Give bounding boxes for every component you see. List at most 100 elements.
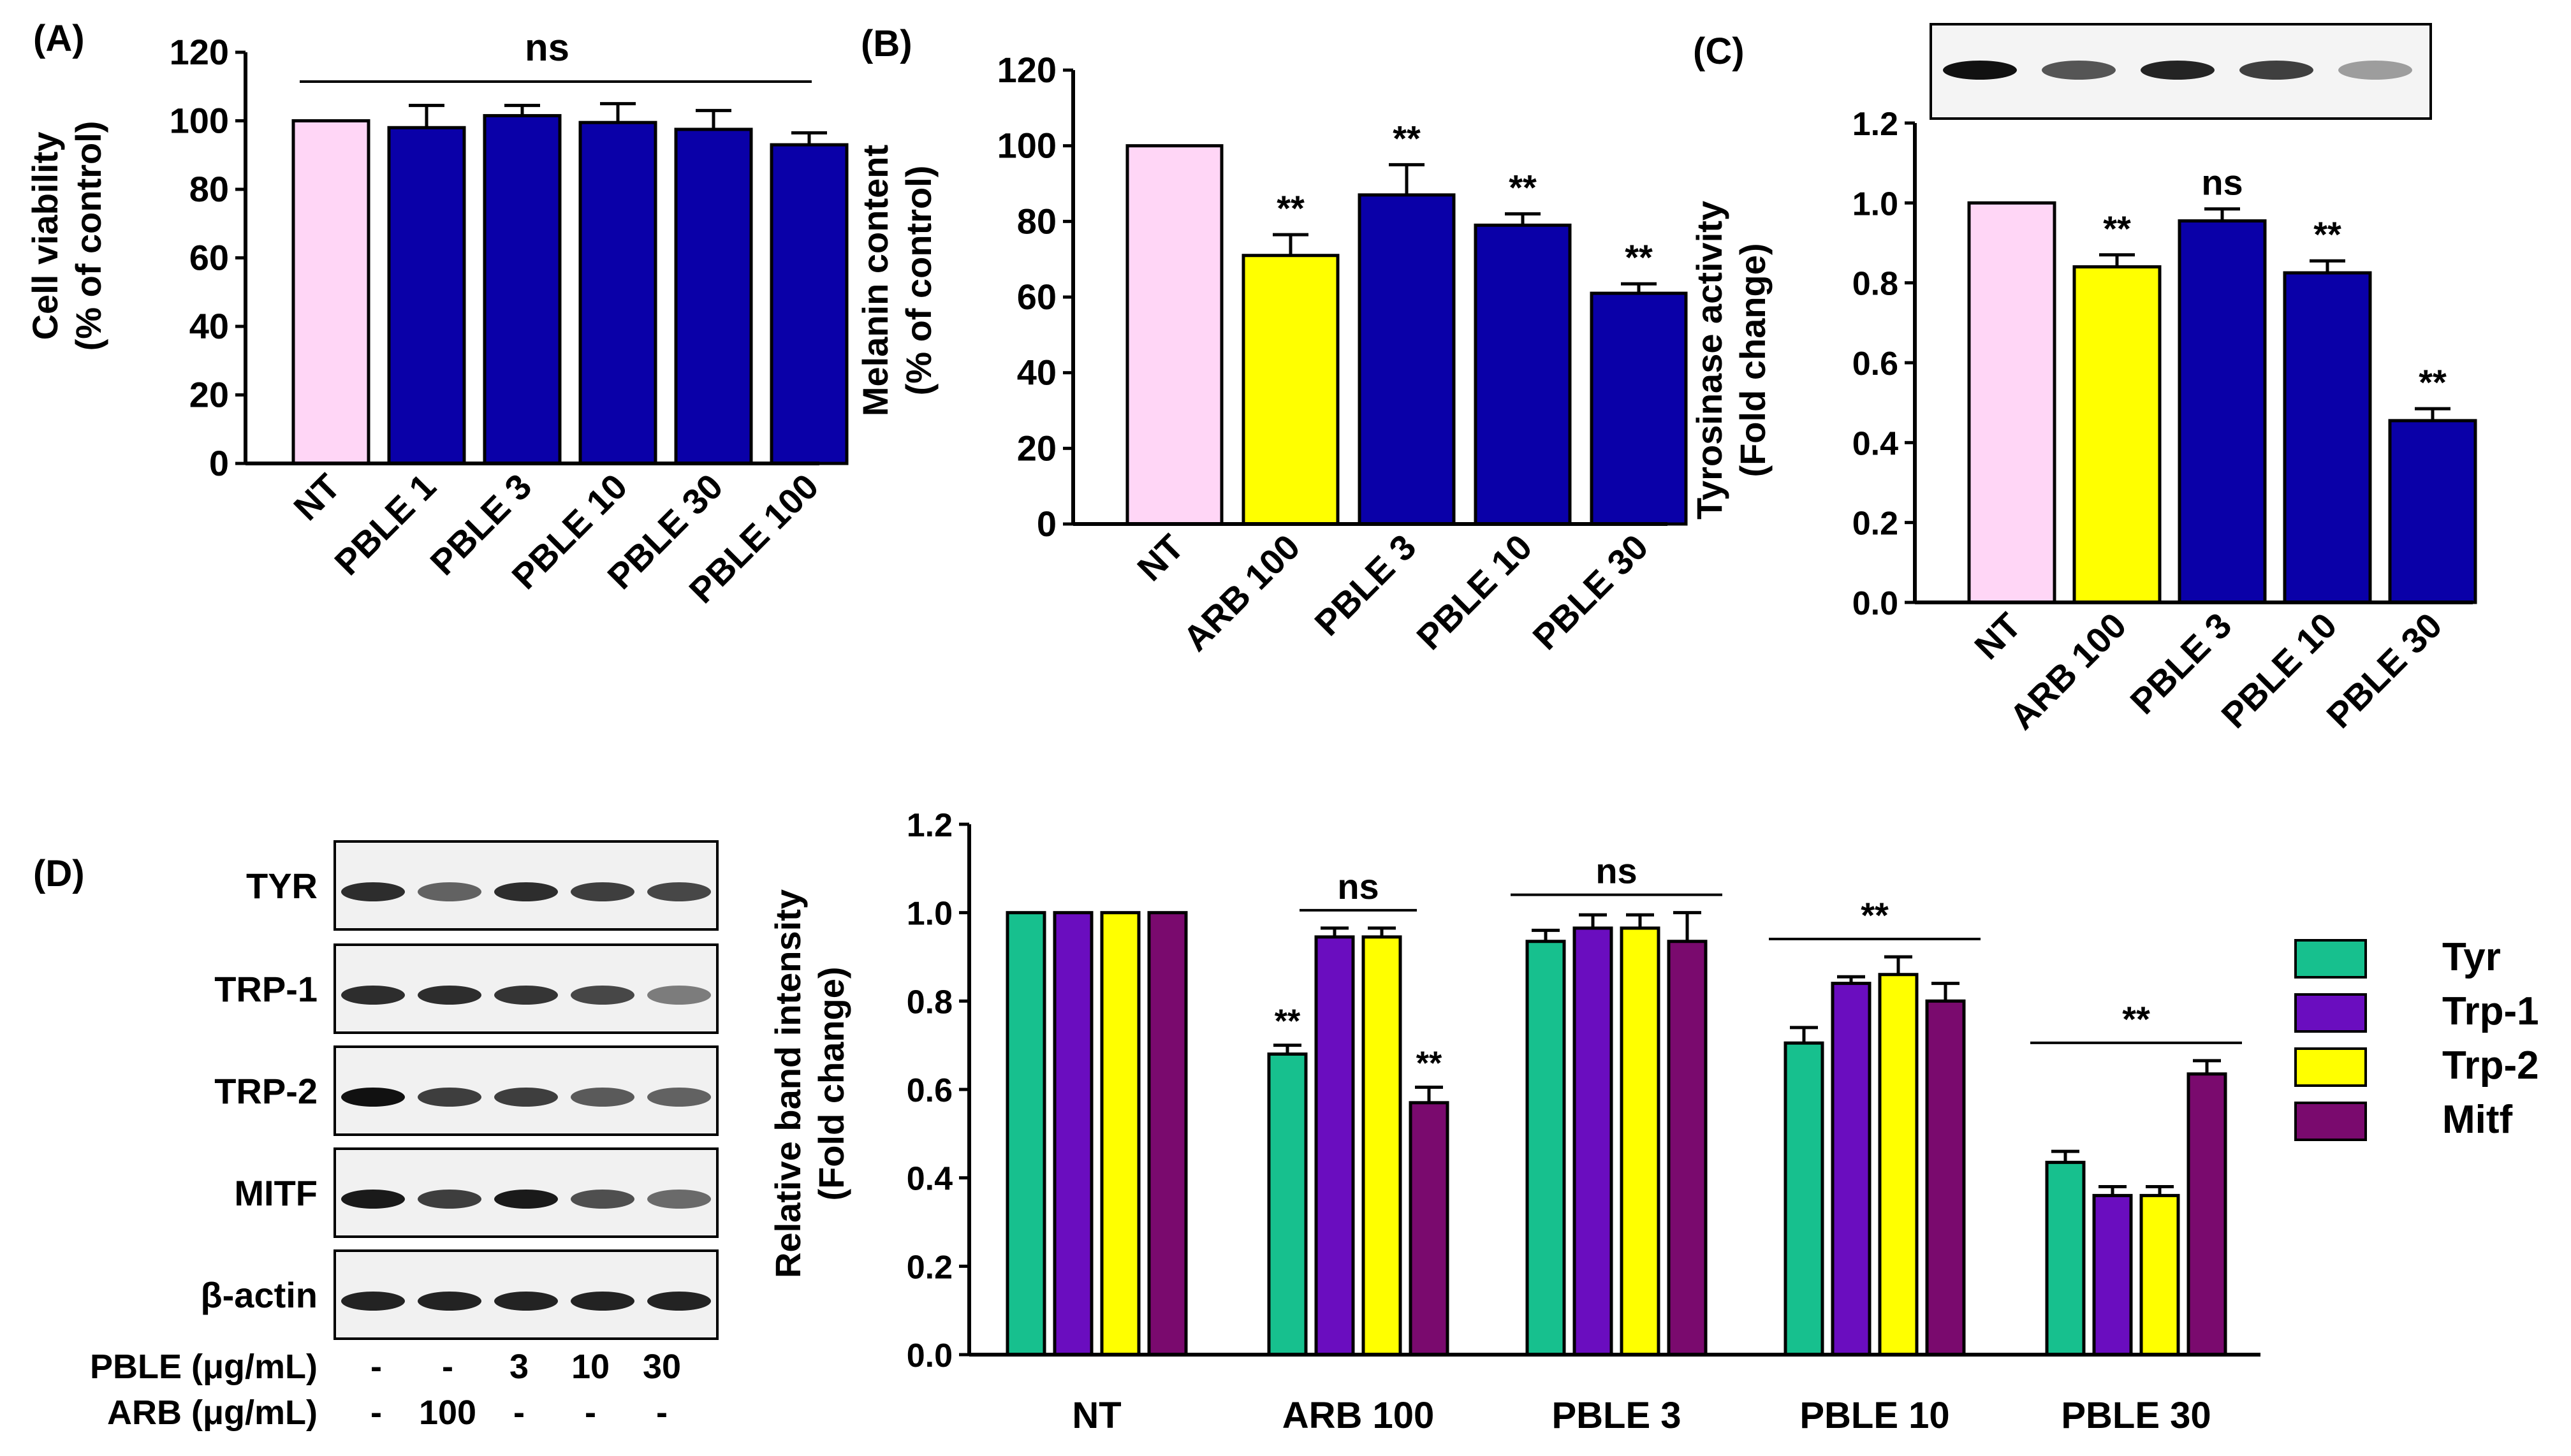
- panel-c-y-tick-label: 1.2: [1852, 106, 1898, 143]
- panel-c-blot-band: [2338, 61, 2412, 80]
- panel-b-category-label: PBLE 3: [1307, 527, 1423, 643]
- panel-c-bars: [1967, 201, 2477, 604]
- panel-d-blot-band: [341, 1088, 405, 1107]
- panel-d-blot-row-label: TRP-1: [214, 969, 318, 1009]
- panel-d-treatment-value: -: [442, 1348, 453, 1386]
- panel-d-blot-band: [418, 986, 481, 1005]
- panel-d-bar: [1147, 911, 1188, 1357]
- panel-c-y-tick-label: 0.0: [1852, 585, 1898, 622]
- panel-d-legend-swatch: [2294, 993, 2367, 1033]
- panel-d-blot-band: [341, 882, 405, 901]
- panel-d-y-tick-label: 0.8: [907, 984, 953, 1021]
- panel-c-category-label: PBLE 30: [2318, 605, 2449, 736]
- panel-d-blot-band: [341, 1190, 405, 1209]
- panel-d-legend-label: Trp-1: [2442, 989, 2539, 1033]
- panel-d-blot-band: [571, 1292, 634, 1311]
- panel-d-bar: [1100, 911, 1141, 1357]
- panel-d-label: (D): [33, 853, 85, 894]
- panel-d-y-tick-label: 0.0: [907, 1337, 953, 1374]
- panel-d-y-tick-label: 1.0: [907, 896, 953, 933]
- panel-c-bar: [2178, 219, 2267, 604]
- panel-d-blot-band: [571, 986, 634, 1005]
- panel-d-blot-band: [647, 1088, 711, 1107]
- panel-b-category-label: PBLE 10: [1409, 527, 1539, 657]
- panel-d-bar: [1878, 973, 1919, 1357]
- panel-c-bar: [2388, 419, 2477, 604]
- panel-d-blot-band: [494, 1088, 558, 1107]
- panel-d-bar: [1409, 1101, 1449, 1357]
- panel-b-bars: [1125, 144, 1688, 526]
- panel-b-y-label-line1: Melanin content: [855, 145, 895, 416]
- panel-b-y-ticks: 0 20 40 60 80 100 120: [997, 50, 1073, 544]
- panel-c-significance-mark: **: [2103, 208, 2131, 249]
- panel-d-bar: [1314, 935, 1355, 1357]
- panel-d-y-tick-label: 0.2: [907, 1249, 953, 1286]
- panel-a-y-tick-label: 120: [170, 32, 229, 72]
- panel-a-y-label-line2: (% of control): [68, 121, 108, 351]
- panel-d-bar: [2092, 1193, 2133, 1357]
- panel-d-legend-label: Tyr: [2442, 935, 2501, 979]
- panel-d-bar: [1831, 982, 1871, 1357]
- panel-c-y-label-line2: (Fold change): [1732, 243, 1773, 477]
- panel-b-y-tick-label: 120: [997, 50, 1057, 90]
- panel-d-treatment-value: -: [370, 1348, 382, 1386]
- panel-c-bar: [2283, 271, 2372, 604]
- panel-b-category-label: ARB 100: [1175, 527, 1307, 659]
- panel-d-blot-band: [418, 882, 481, 901]
- panel-b-y-tick-label: 20: [1017, 428, 1057, 468]
- panel-d-bar: [1361, 935, 1402, 1357]
- panel-b-bar: [1125, 144, 1224, 526]
- panel-b-y-tick-label: 0: [1037, 504, 1057, 544]
- panel-c-blot-band: [2141, 61, 2215, 80]
- panel-a-ns-label: ns: [525, 26, 569, 69]
- panel-b-significance-mark: **: [1509, 167, 1537, 207]
- panel-d-blot-band: [647, 1190, 711, 1209]
- panel-a-category-label: PBLE 1: [326, 466, 443, 583]
- panel-d-chart: Relative band intensity (Fold change) 0.…: [768, 807, 2539, 1436]
- panel-c-category-label: ARB 100: [2002, 605, 2134, 737]
- panel-d-blot-band: [571, 882, 634, 901]
- panel-d-treatment-value: -: [585, 1394, 596, 1432]
- panel-d-blot-band: [341, 1292, 405, 1311]
- panel-d-y-tick-label: 0.6: [907, 1072, 953, 1109]
- panel-d-significance-mark: **: [1416, 1045, 1442, 1082]
- panel-d-category-label: NT: [1072, 1395, 1121, 1436]
- panel-d-blot-band: [647, 986, 711, 1005]
- panel-c-label: (C): [1693, 31, 1745, 72]
- panel-d-bar: [1267, 1052, 1308, 1357]
- panel-b-y-label-line2: (% of control): [898, 166, 939, 396]
- panel-d-blot-row-label: TYR: [246, 866, 318, 906]
- panel-d-bar: [1572, 926, 1613, 1357]
- panel-c-y-ticks: 0.0 0.2 0.4 0.6 0.8 1.0 1.2: [1852, 106, 1915, 622]
- panel-d-y-ticks: 0.0 0.2 0.4 0.6 0.8 1.0 1.2: [907, 807, 969, 1374]
- panel-c-y-tick-label: 0.6: [1852, 346, 1898, 382]
- panel-d-bar: [1667, 940, 1708, 1357]
- panel-a-y-tick-label: 20: [189, 375, 229, 415]
- panel-d-legend-swatch: [2294, 1047, 2367, 1087]
- panel-a: (A) Cell viability (% of control) 0 20 40 6…: [25, 18, 849, 611]
- panel-b-bar: [1242, 254, 1340, 526]
- panel-a-y-tick-label: 60: [189, 238, 229, 278]
- panel-a-bar: [770, 143, 849, 465]
- panel-d-categories: NT ARB 100 PBLE 3 PBLE 10 PBLE 30: [1072, 1395, 2211, 1436]
- panel-a-y-tick-label: 80: [189, 169, 229, 209]
- panel-d-category-label: PBLE 10: [1799, 1395, 1949, 1436]
- panel-d-blot-band: [341, 986, 405, 1005]
- panel-a-y-tick-label: 0: [209, 443, 229, 483]
- panel-c-bar: [2072, 265, 2162, 604]
- panel-d-blot-row-label: TRP-2: [214, 1071, 318, 1111]
- panel-d-bar: [2186, 1072, 2227, 1357]
- panel-d-legend: Tyr Trp-1 Trp-2 Mitf: [2294, 935, 2539, 1142]
- panel-a-y-label-line1: Cell viability: [25, 132, 65, 340]
- panel-d-significance-mark: ns: [1337, 866, 1379, 906]
- panel-b-significance-mark: **: [1393, 118, 1421, 158]
- panel-c-significance-mark: **: [2313, 214, 2341, 254]
- panel-b-bar: [1358, 193, 1456, 526]
- panel-b-y-tick-label: 40: [1017, 353, 1057, 393]
- panel-d-western-blot: (D) TYR TRP-1 TRP-2 MITF β-actin PBLE (μg/mL…: [33, 840, 719, 1432]
- panel-b-y-tick-label: 100: [997, 126, 1057, 166]
- panel-d-treatment-value: 100: [419, 1394, 476, 1432]
- panel-c-blot-bands: [1943, 61, 2412, 80]
- panel-c-y-tick-label: 1.0: [1852, 186, 1898, 222]
